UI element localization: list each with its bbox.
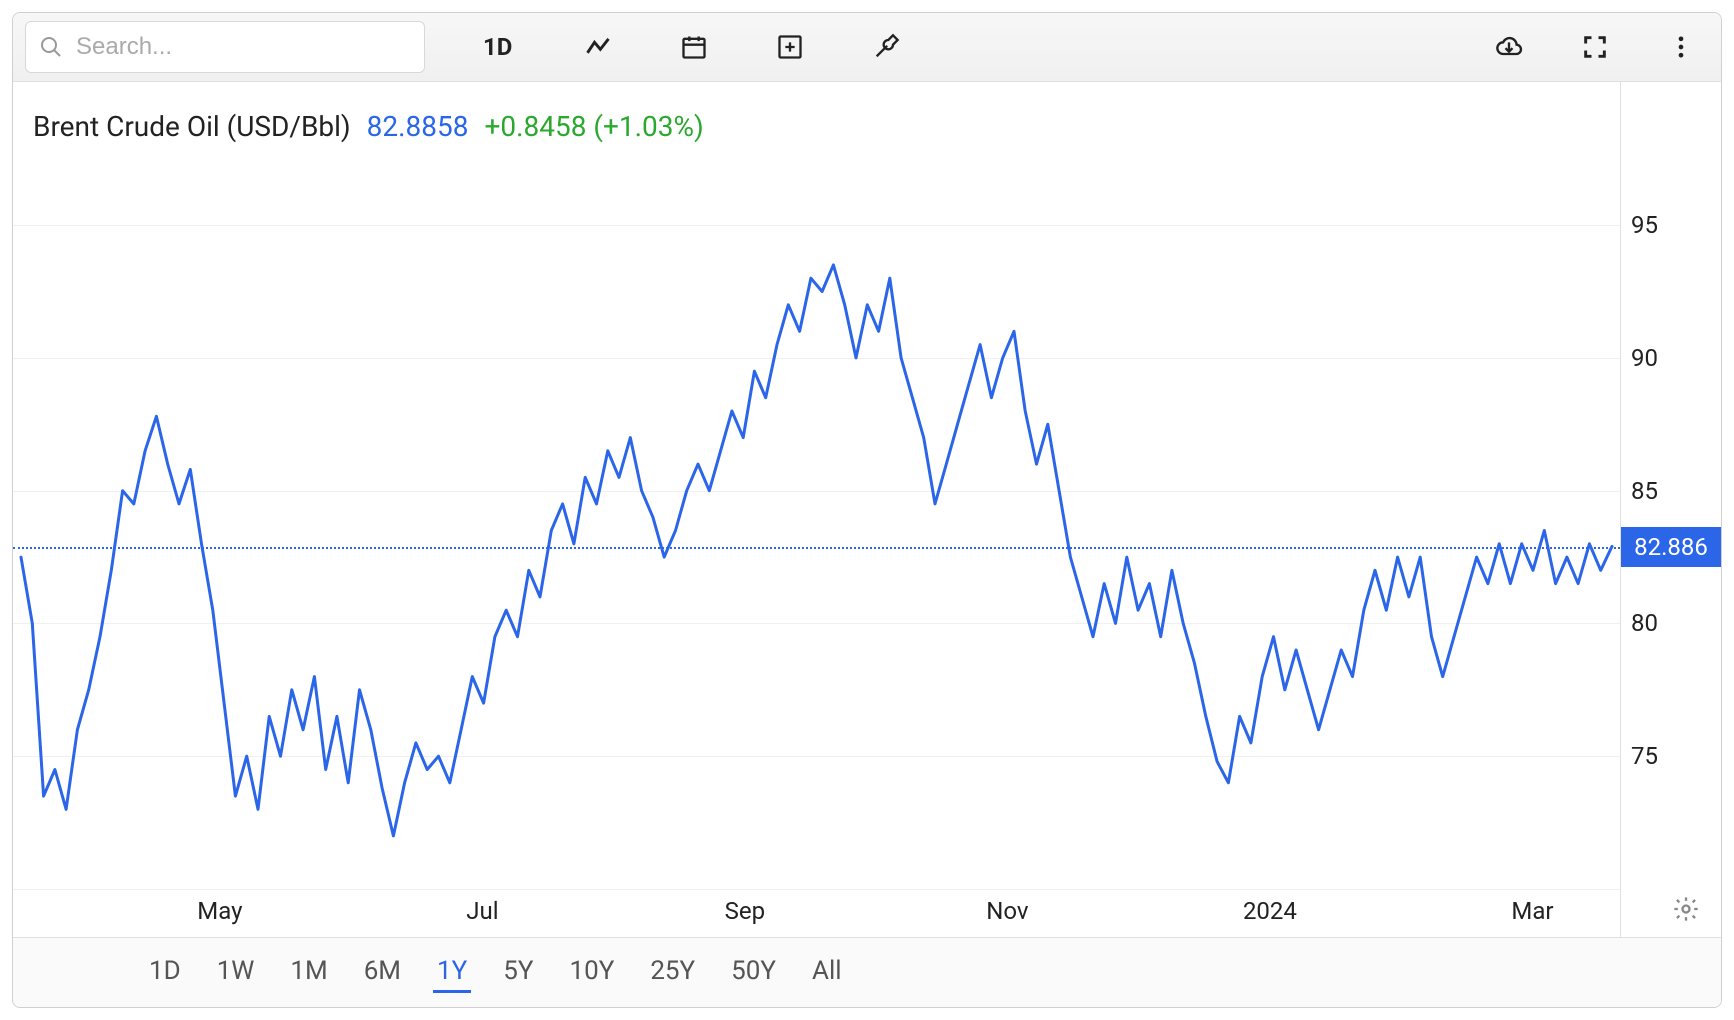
x-axis: May Jul Sep Nov 2024 Mar (13, 889, 1620, 937)
search-icon (39, 35, 63, 59)
wrench-icon (872, 33, 900, 61)
instrument-change: +0.8458 (+1.03%) (484, 110, 703, 143)
timeframe-button[interactable]: 1D (463, 21, 532, 73)
ytick: 85 (1631, 477, 1658, 505)
range-button-all[interactable]: All (808, 952, 846, 993)
fullscreen-button[interactable] (1567, 21, 1623, 73)
chart-title: Brent Crude Oil (USD/Bbl) 82.8858 +0.845… (33, 110, 704, 143)
search-wrap (25, 21, 425, 73)
range-selector: 1D 1W 1M 6M 1Y 5Y 10Y 25Y 50Y All (13, 937, 1721, 1007)
add-indicator-button[interactable] (762, 21, 818, 73)
cloud-download-icon (1495, 33, 1523, 61)
search-input[interactable] (25, 21, 425, 73)
current-price-tag: 82.886 (1621, 527, 1721, 567)
xtick: May (197, 897, 242, 925)
ytick: 90 (1631, 344, 1658, 372)
xtick: Sep (725, 897, 765, 925)
plot-pane[interactable]: Brent Crude Oil (USD/Bbl) 82.8858 +0.845… (13, 82, 1621, 937)
ytick: 95 (1631, 211, 1658, 239)
range-button-6m[interactable]: 6M (360, 952, 405, 993)
toolbar: 1D (13, 13, 1721, 82)
more-menu-button[interactable] (1653, 21, 1709, 73)
range-button-1y[interactable]: 1Y (433, 952, 471, 993)
line-chart-icon (584, 33, 612, 61)
price-series (13, 82, 1620, 937)
instrument-price: 82.8858 (367, 110, 469, 143)
ytick: 80 (1631, 609, 1658, 637)
chart-widget: 1D (12, 12, 1722, 1008)
calendar-icon (680, 33, 708, 61)
xtick: Mar (1511, 897, 1553, 925)
range-button-1w[interactable]: 1W (213, 952, 259, 993)
range-button-50y[interactable]: 50Y (727, 952, 780, 993)
ytick: 75 (1631, 742, 1658, 770)
range-button-5y[interactable]: 5Y (499, 952, 537, 993)
range-button-1m[interactable]: 1M (286, 952, 331, 993)
xtick: 2024 (1243, 897, 1297, 925)
range-button-1d[interactable]: 1D (145, 952, 185, 993)
more-vertical-icon (1667, 33, 1695, 61)
xtick: Jul (466, 897, 498, 925)
chart-area[interactable]: Brent Crude Oil (USD/Bbl) 82.8858 +0.845… (13, 82, 1721, 937)
download-button[interactable] (1481, 21, 1537, 73)
instrument-name: Brent Crude Oil (USD/Bbl) (33, 110, 351, 143)
xtick: Nov (986, 897, 1028, 925)
range-button-25y[interactable]: 25Y (646, 952, 699, 993)
range-button-10y[interactable]: 10Y (565, 952, 618, 993)
tools-button[interactable] (858, 21, 914, 73)
fullscreen-icon (1581, 33, 1609, 61)
date-range-button[interactable] (666, 21, 722, 73)
chart-style-button[interactable] (570, 21, 626, 73)
y-axis[interactable]: 75 80 85 90 95 82.886 (1621, 82, 1721, 937)
plus-box-icon (776, 33, 804, 61)
